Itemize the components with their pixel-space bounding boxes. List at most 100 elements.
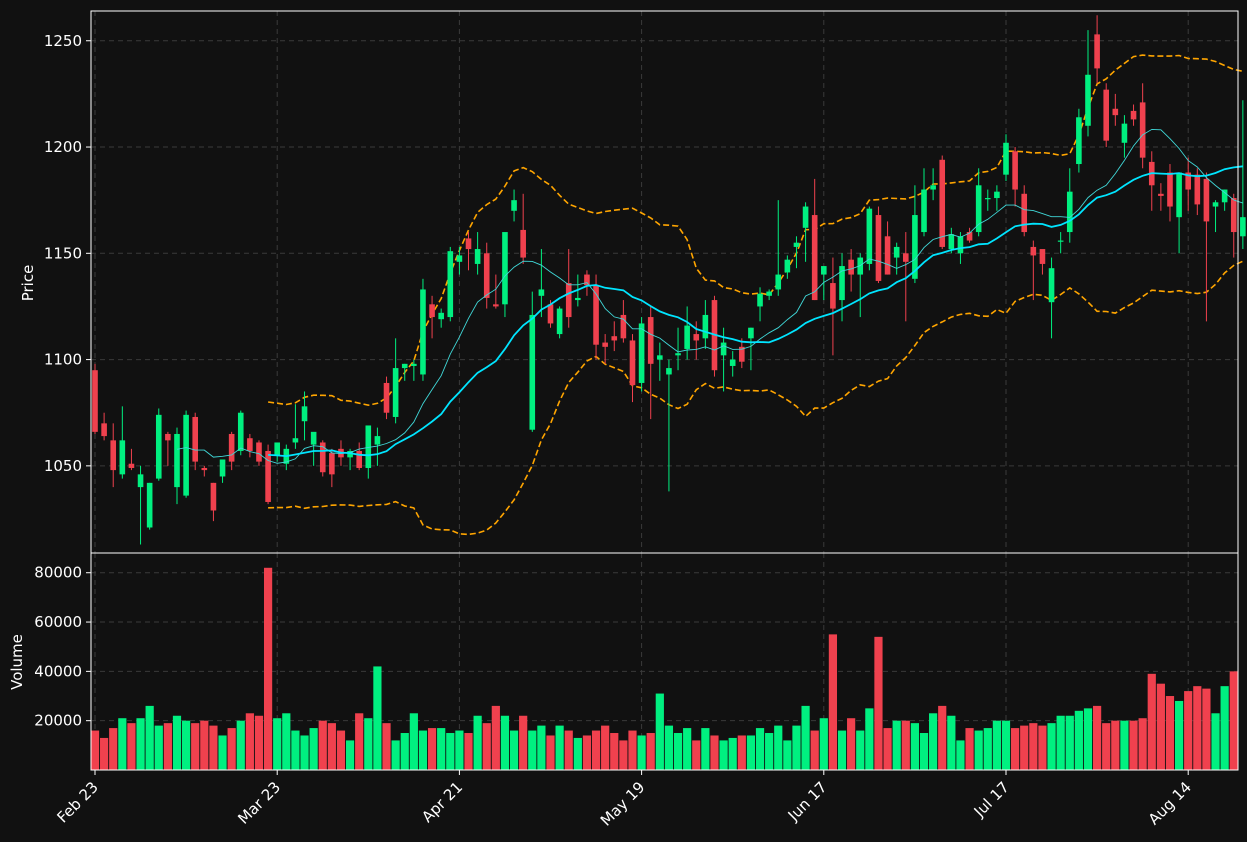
volume-bar	[810, 730, 819, 770]
candle-body	[92, 370, 98, 432]
volume-bar	[163, 723, 172, 770]
volume-bar	[892, 720, 901, 770]
volume-bar	[710, 735, 719, 770]
volume-bar	[801, 705, 810, 770]
candle-body	[192, 416, 199, 462]
candle-body	[483, 253, 490, 298]
volume-bar	[628, 730, 637, 770]
candle-body	[183, 414, 189, 496]
candle-body	[383, 382, 390, 413]
candle-body	[1176, 172, 1182, 218]
volume-bar	[300, 735, 309, 770]
volume-bar	[118, 718, 127, 770]
candle-body	[1185, 172, 1191, 190]
candle-body	[611, 336, 618, 341]
candle-body	[110, 440, 117, 471]
volume-bar	[837, 730, 847, 770]
volume-bar	[546, 735, 555, 770]
candle-body	[1139, 102, 1146, 158]
candle-body	[456, 255, 463, 262]
candle-body	[584, 274, 590, 286]
price-panel: 1050 1100 1150 1200 1250 Price	[19, 10, 1246, 554]
candle-body	[547, 304, 554, 324]
candle-body	[775, 274, 782, 290]
volume-bar	[1147, 673, 1156, 770]
candle-body	[1039, 249, 1046, 264]
candle-body	[839, 266, 845, 301]
candle-body	[1158, 193, 1164, 196]
candle-body	[447, 251, 454, 318]
volume-bar	[819, 718, 828, 770]
candle-body	[821, 266, 827, 275]
candle-body	[1230, 198, 1237, 233]
volume-bar	[901, 720, 910, 770]
volume-bar	[154, 725, 163, 770]
candle-body	[301, 406, 308, 422]
candle-body	[720, 342, 727, 356]
volume-tick-label: 40000	[34, 662, 82, 680]
candle-body	[1094, 34, 1100, 69]
volume-bar	[355, 713, 364, 770]
volume-bar	[1111, 720, 1120, 770]
volume-bar	[145, 705, 154, 770]
candle-body	[529, 314, 536, 430]
candle-body	[757, 293, 763, 307]
candle-body	[957, 236, 964, 254]
price-tick-label: 1100	[44, 351, 82, 369]
candle-body	[666, 368, 672, 375]
candle-body	[975, 185, 982, 233]
volume-bar	[446, 733, 455, 770]
volume-y-ticks: 20000 40000 60000 80000	[34, 564, 91, 730]
candle-body	[219, 459, 226, 477]
candle-body	[875, 215, 882, 281]
candle-body	[101, 423, 107, 437]
volume-bar	[1074, 710, 1083, 770]
candle-body	[766, 291, 772, 296]
candle-body	[984, 198, 991, 200]
price-tick-label: 1200	[44, 138, 82, 156]
volume-bar	[974, 730, 983, 770]
candle-body	[329, 453, 335, 475]
volume-bar	[491, 705, 500, 770]
volume-bar	[874, 636, 883, 770]
volume-tick-label: 60000	[34, 613, 82, 631]
volume-bar	[254, 715, 264, 770]
candle-body	[237, 412, 244, 451]
fast-moving-average-line	[176, 128, 1244, 464]
candle-body	[392, 368, 399, 417]
volume-bar	[218, 735, 227, 770]
candle-body	[310, 431, 317, 445]
volume-bar	[929, 713, 938, 770]
volume-bar	[564, 730, 573, 770]
volume-bar	[664, 725, 674, 770]
candle-body	[1240, 217, 1246, 237]
candle-body	[1003, 142, 1009, 175]
volume-bar	[90, 730, 100, 770]
volume-bar	[318, 720, 327, 770]
candle-body	[411, 363, 417, 366]
volume-bar	[482, 723, 491, 770]
candle-body	[1212, 202, 1219, 207]
volume-bar	[719, 740, 728, 770]
volume-axis-label: Volume	[8, 634, 26, 690]
candle-body	[593, 285, 599, 345]
volume-bar	[1120, 720, 1129, 770]
candle-body	[739, 346, 745, 362]
volume-bar	[755, 728, 765, 770]
volume-bar	[1038, 725, 1047, 770]
candle-body	[912, 215, 918, 279]
price-grid	[91, 11, 1238, 553]
price-y-ticks: 1050 1100 1150 1200 1250	[44, 32, 91, 475]
candle-body	[1048, 268, 1055, 303]
candle-body	[1130, 110, 1137, 120]
candle-body	[1221, 189, 1228, 203]
candle-body	[675, 353, 681, 356]
candle-body	[1121, 123, 1128, 143]
candle-body	[793, 242, 800, 247]
candle-body	[629, 340, 636, 386]
volume-bar	[591, 730, 601, 770]
volume-bar	[391, 740, 400, 770]
candle-body	[247, 438, 253, 451]
volume-bar	[1174, 700, 1184, 770]
volume-bar	[956, 740, 965, 770]
